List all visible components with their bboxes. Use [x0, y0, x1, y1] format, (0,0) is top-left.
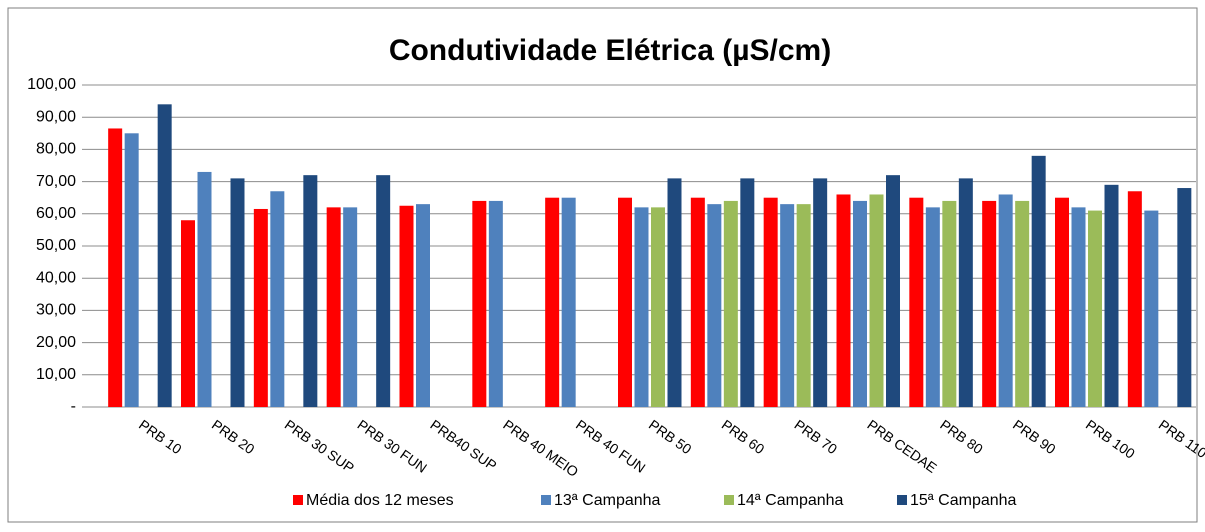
bar	[326, 207, 341, 407]
y-tick-label: 30,00	[36, 302, 76, 319]
y-tick-label: 60,00	[36, 205, 76, 222]
bar	[813, 178, 828, 407]
bar	[982, 200, 997, 407]
legend-label: Média dos 12 meses	[306, 492, 454, 509]
bar	[667, 178, 682, 407]
bar	[780, 204, 795, 407]
bar	[230, 178, 245, 407]
y-tick-label: 90,00	[36, 108, 76, 125]
bar	[707, 204, 722, 407]
y-tick-label: 50,00	[36, 237, 76, 254]
bar	[1055, 197, 1069, 407]
bar	[1144, 210, 1159, 407]
y-tick-label: -	[71, 398, 76, 415]
bar	[270, 191, 285, 407]
bar	[545, 197, 560, 407]
bar	[740, 178, 755, 407]
bar	[998, 194, 1013, 407]
bar	[886, 175, 900, 407]
bar	[942, 200, 957, 407]
bar	[1031, 155, 1046, 407]
bar	[723, 200, 738, 407]
bar	[925, 207, 940, 407]
bar	[416, 204, 430, 407]
bar	[763, 197, 778, 407]
y-tick-label: 80,00	[36, 141, 76, 158]
legend-swatch	[293, 495, 303, 505]
bar	[651, 207, 665, 407]
bar	[836, 194, 851, 407]
y-tick-label: 20,00	[36, 334, 76, 351]
legend-label: 13ª Campanha	[554, 492, 661, 509]
bar	[869, 194, 884, 407]
bar	[181, 220, 195, 407]
bar	[618, 197, 632, 407]
legend-swatch	[724, 495, 734, 505]
bar	[124, 133, 139, 408]
bar	[1088, 210, 1102, 407]
bar	[253, 208, 268, 407]
y-tick-label: 40,00	[36, 269, 76, 286]
y-tick-label: 70,00	[36, 173, 76, 190]
bar	[472, 200, 487, 407]
bar	[690, 197, 705, 407]
bar	[1104, 184, 1119, 407]
y-tick-label: 10,00	[36, 366, 76, 383]
bar	[796, 204, 811, 407]
bar	[343, 207, 358, 407]
bar	[157, 104, 172, 407]
legend-label: 14ª Campanha	[737, 492, 844, 509]
bar	[303, 175, 318, 407]
bar	[399, 205, 414, 407]
legend-swatch	[897, 495, 907, 505]
bar	[376, 175, 391, 407]
bar	[561, 197, 576, 407]
legend-label: 15ª Campanha	[910, 492, 1017, 509]
legend-swatch	[541, 495, 551, 505]
bar	[853, 200, 867, 407]
bar	[108, 128, 123, 407]
bar	[197, 171, 212, 407]
bar	[909, 197, 924, 407]
bar	[1177, 188, 1192, 407]
bar	[634, 207, 649, 407]
bar	[958, 178, 973, 407]
bar	[1127, 191, 1142, 407]
bar	[1071, 207, 1086, 407]
chart-title: Condutividade Elétrica (µS/cm)	[389, 34, 831, 67]
bar	[1015, 200, 1030, 407]
y-tick-label: 100,00	[27, 76, 76, 93]
bar	[488, 200, 503, 407]
